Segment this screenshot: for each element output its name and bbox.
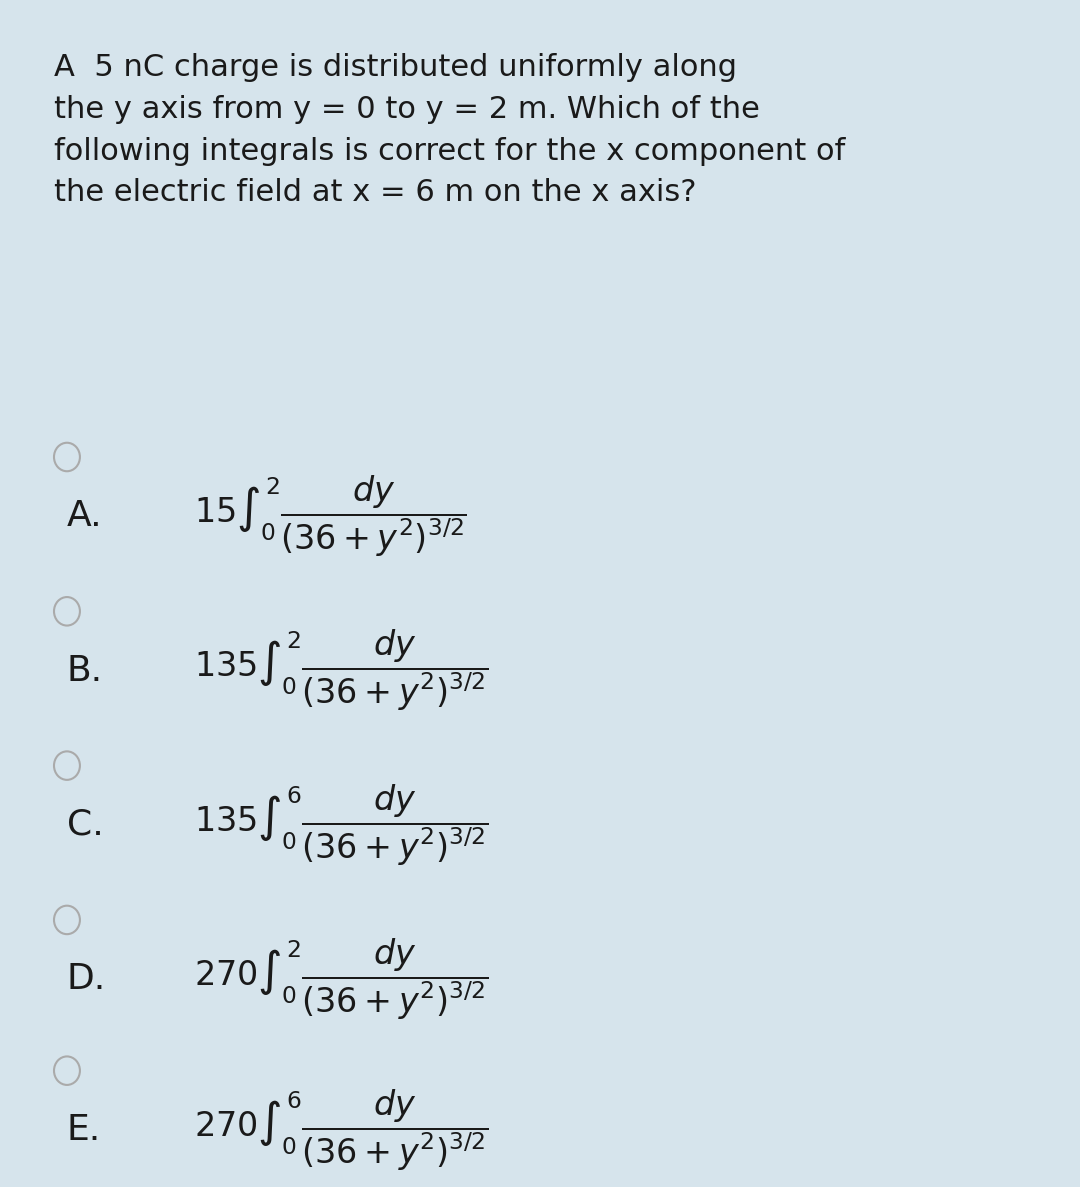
Text: $270\int_{0}^{2} \dfrac{dy}{(36+y^2)^{3/2}}$: $270\int_{0}^{2} \dfrac{dy}{(36+y^2)^{3/… bbox=[194, 937, 488, 1022]
Text: $135\int_{0}^{2} \dfrac{dy}{(36+y^2)^{3/2}}$: $135\int_{0}^{2} \dfrac{dy}{(36+y^2)^{3/… bbox=[194, 628, 488, 713]
Text: D.: D. bbox=[67, 963, 106, 996]
Text: A.: A. bbox=[67, 500, 103, 533]
Text: C.: C. bbox=[67, 808, 104, 842]
Text: B.: B. bbox=[67, 654, 103, 687]
Text: $270\int_{0}^{6} \dfrac{dy}{(36+y^2)^{3/2}}$: $270\int_{0}^{6} \dfrac{dy}{(36+y^2)^{3/… bbox=[194, 1087, 488, 1173]
Text: A  5 nC charge is distributed uniformly along
the y axis from y = 0 to y = 2 m. : A 5 nC charge is distributed uniformly a… bbox=[54, 53, 846, 208]
Text: E.: E. bbox=[67, 1113, 102, 1147]
Text: $15\int_{0}^{2} \dfrac{dy}{(36+y^2)^{3/2}}$: $15\int_{0}^{2} \dfrac{dy}{(36+y^2)^{3/2… bbox=[194, 474, 468, 559]
Text: $135\int_{0}^{6} \dfrac{dy}{(36+y^2)^{3/2}}$: $135\int_{0}^{6} \dfrac{dy}{(36+y^2)^{3/… bbox=[194, 782, 488, 868]
